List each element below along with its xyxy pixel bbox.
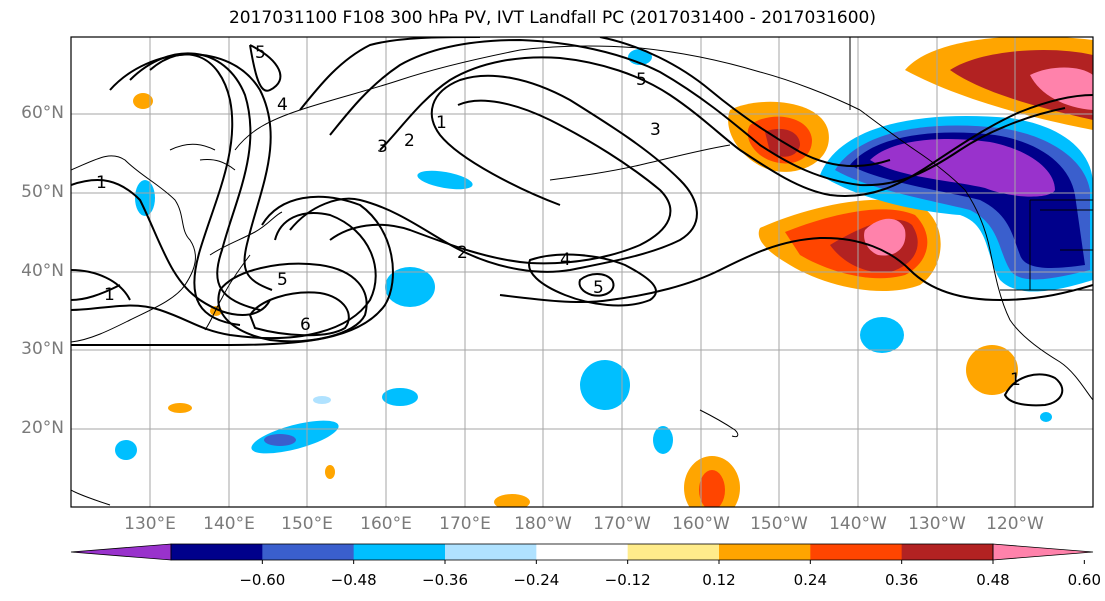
colorbar-extend-low <box>70 543 172 561</box>
colorbar-tick-label: −0.48 <box>330 571 377 589</box>
colorbar <box>70 543 1094 564</box>
contour-label: 6 <box>300 315 311 335</box>
contour-label: 2 <box>457 243 468 263</box>
lat-label-60n: 60°N <box>21 103 64 123</box>
contour-label: 5 <box>593 278 604 298</box>
lat-label-40n: 40°N <box>21 261 64 281</box>
colorbar-tick-label: −0.24 <box>513 571 560 589</box>
contour-label: 5 <box>255 43 266 63</box>
colorbar-segment <box>445 544 537 560</box>
colorbar-segment <box>901 544 994 560</box>
lon-label: 140°W <box>829 514 887 534</box>
gridlines <box>71 37 1093 507</box>
lon-label: 140°E <box>203 514 255 534</box>
colorbar-segment <box>719 544 811 560</box>
colorbar-segment <box>810 544 903 560</box>
colorbar-segment <box>627 544 720 560</box>
lon-label: 160°W <box>672 514 730 534</box>
contour-label: 5 <box>636 70 647 90</box>
map-frame <box>70 36 1094 508</box>
colorbar-tick-label: −0.60 <box>239 571 286 589</box>
contour-label: 1 <box>104 285 115 305</box>
contour-label: 4 <box>560 250 571 270</box>
contour-label: 3 <box>377 137 388 157</box>
colorbar-segment <box>353 544 446 560</box>
contour-label: 4 <box>277 95 288 115</box>
pv-contours <box>71 37 1093 407</box>
lon-label: 130°W <box>908 514 966 534</box>
colorbar-tick-label: 0.48 <box>976 571 1010 589</box>
colorbar-segment <box>262 544 355 560</box>
lat-label-30n: 30°N <box>21 339 64 359</box>
contour-label: 1 <box>436 113 447 133</box>
lon-label: 120°W <box>986 514 1044 534</box>
colorbar-tick-label: 0.24 <box>793 571 828 589</box>
lat-label-20n: 20°N <box>21 418 64 438</box>
contour-labels: 5 4 3 2 1 5 6 1 2 4 5 1 3 5 1 <box>96 43 1021 390</box>
coastlines <box>71 37 1093 506</box>
lon-label: 130°E <box>124 514 176 534</box>
lon-label: 160°E <box>360 514 412 534</box>
map-panel: 5 4 3 2 1 5 6 1 2 4 5 1 3 5 1 <box>71 37 1093 507</box>
colorbar-segment <box>171 544 263 560</box>
contour-label: 1 <box>96 173 107 193</box>
lon-label: 180°W <box>514 514 572 534</box>
colorbar-tick-label: 0.12 <box>702 571 736 589</box>
colorbar-tick-label: −0.36 <box>422 571 468 589</box>
map-title: 2017031100 F108 300 hPa PV, IVT Landfall… <box>228 8 876 28</box>
colorbar-frame <box>170 543 994 561</box>
lon-label: 150°E <box>281 514 333 534</box>
colorbar-extend-high <box>992 543 1094 561</box>
colorbar-tick-label: 0.60 <box>1067 571 1102 589</box>
contour-label: 3 <box>650 120 661 140</box>
colorbar-segment <box>536 544 629 560</box>
contour-label: 1 <box>1010 370 1021 390</box>
lat-label-50n: 50°N <box>21 182 64 202</box>
lon-label: 170°W <box>593 514 651 534</box>
lon-label: 170°E <box>439 514 491 534</box>
lon-label: 150°W <box>750 514 808 534</box>
contour-label: 5 <box>277 270 288 290</box>
contour-label: 2 <box>404 131 415 151</box>
colorbar-tick-label: −0.12 <box>604 571 651 589</box>
colorbar-tick-label: 0.36 <box>884 571 919 589</box>
